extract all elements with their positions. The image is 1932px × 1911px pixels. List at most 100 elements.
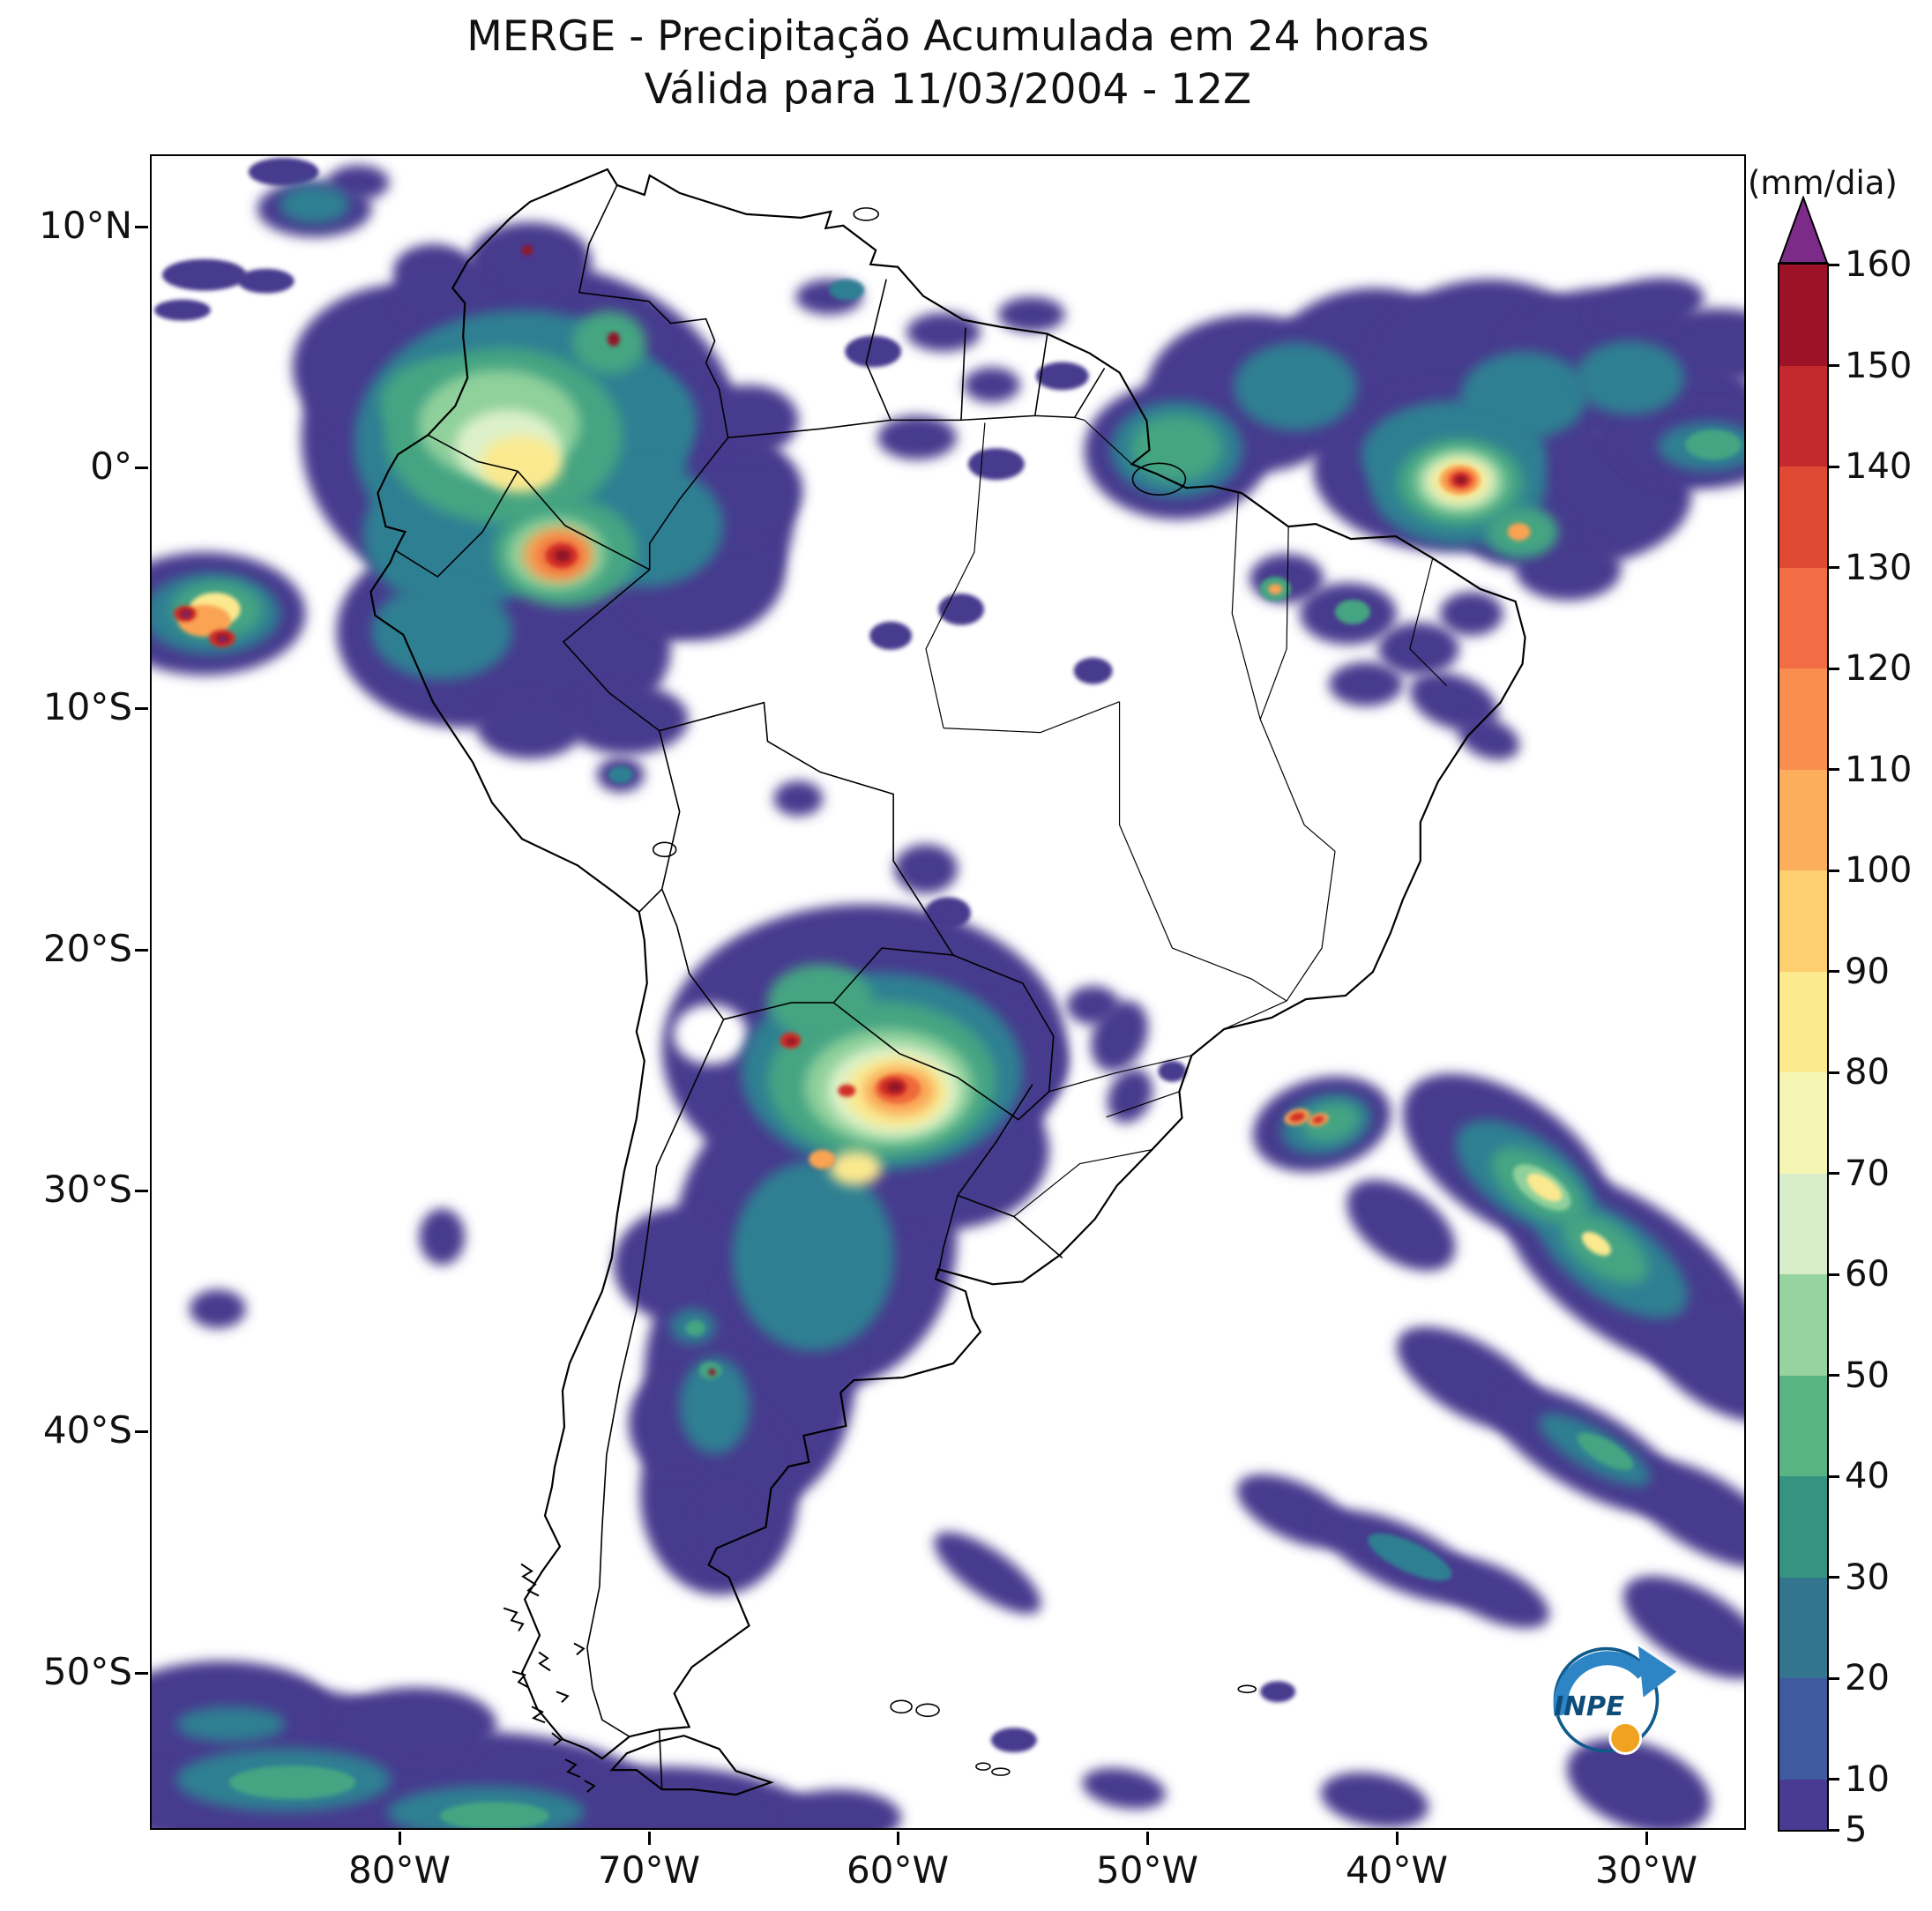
precip-cell xyxy=(1638,1287,1744,1422)
precip-cell xyxy=(1455,475,1466,485)
precip-cell xyxy=(1575,340,1685,415)
x-tick-label-40w: 40°W xyxy=(1346,1848,1448,1892)
precip-cell xyxy=(1526,1173,1563,1202)
x-axis-tick xyxy=(1645,1832,1648,1845)
y-tick-label-30s: 30°S xyxy=(42,1168,132,1211)
precip-cell xyxy=(786,1037,797,1045)
small-island-1 xyxy=(975,1762,991,1771)
precip-cell xyxy=(906,312,981,352)
precip-cell xyxy=(1685,429,1742,460)
colorbar-segment xyxy=(1779,971,1827,1073)
precip-cell xyxy=(1158,1060,1187,1082)
y-axis-tick xyxy=(135,466,148,469)
y-tick-label-10s: 10°S xyxy=(42,685,132,728)
y-axis-tick xyxy=(135,1189,148,1192)
precip-cell xyxy=(1289,1112,1305,1123)
precip-cell xyxy=(1368,1533,1452,1581)
precip-cell xyxy=(829,279,865,301)
precip-cell xyxy=(708,1369,716,1377)
colorbar-tick-mark xyxy=(1829,1172,1839,1176)
colorbar-tick-label: 5 xyxy=(1845,1810,1868,1850)
colorbar-extend-triangle xyxy=(1778,196,1829,264)
y-tick-label-10n: 10°N xyxy=(39,204,132,247)
precip-cell xyxy=(732,1161,895,1352)
precip-cell xyxy=(440,1802,549,1828)
x-tick-label-50w: 50°W xyxy=(1096,1848,1198,1892)
colorbar-tick-label: 130 xyxy=(1845,547,1913,588)
colorbar-segment xyxy=(1779,870,1827,972)
colorbar-tick-mark xyxy=(1829,364,1839,368)
precip-cell xyxy=(679,1357,750,1454)
y-tick-label-0: 0° xyxy=(90,444,132,488)
colorbar-segment xyxy=(1779,1779,1827,1830)
precip-cell xyxy=(522,244,533,256)
x-tick-label-70w: 70°W xyxy=(598,1848,700,1892)
precip-cell xyxy=(248,157,319,186)
colorbar-tick-label: 150 xyxy=(1845,345,1913,386)
tierra-del-fuego-outline xyxy=(609,1735,774,1796)
precip-cell xyxy=(894,844,958,894)
x-axis-tick xyxy=(647,1832,651,1845)
precip-cell xyxy=(279,184,350,224)
x-axis-tick xyxy=(398,1832,401,1845)
precip-cell xyxy=(838,1084,856,1097)
precip-cell xyxy=(153,299,211,321)
lake-titicaca xyxy=(652,841,677,858)
logo-arrowhead xyxy=(1637,1646,1677,1698)
colorbar-extend-arrow xyxy=(1778,196,1829,264)
precip-cell xyxy=(938,593,984,625)
precip-cell xyxy=(990,1728,1037,1753)
colorbar-tick-label: 70 xyxy=(1845,1153,1890,1194)
colorbar-tick-label: 80 xyxy=(1845,1052,1890,1094)
inpe-logo-svg: INPE xyxy=(1553,1646,1677,1755)
colorbar-segment xyxy=(1779,668,1827,770)
colorbar-segment xyxy=(1779,1577,1827,1679)
precip-cell xyxy=(1329,661,1403,706)
precip-cell xyxy=(694,1489,762,1569)
y-axis-tick xyxy=(135,948,148,952)
precip-cell xyxy=(607,332,620,347)
precip-cell xyxy=(701,384,799,456)
colorbar-segment xyxy=(1779,1173,1827,1275)
colorbar xyxy=(1778,263,1829,1832)
colorbar-tick-mark xyxy=(1829,465,1839,468)
x-axis-tick xyxy=(1395,1832,1399,1845)
precip-cell xyxy=(1581,1231,1611,1257)
precip-cell xyxy=(845,335,902,368)
colorbar-tick-mark xyxy=(1829,1374,1839,1377)
precip-cell xyxy=(1458,717,1520,760)
trinidad-island xyxy=(853,207,879,221)
small-island-2 xyxy=(991,1767,1011,1776)
precip-cell xyxy=(175,1706,286,1743)
colorbar-segment xyxy=(1779,1274,1827,1376)
islands xyxy=(652,207,1257,1776)
precip-cell xyxy=(1591,278,1704,334)
map-borders xyxy=(369,168,1526,1796)
colorbar-tick-mark xyxy=(1829,869,1839,872)
precip-cell xyxy=(1091,1000,1148,1071)
precip-cell xyxy=(934,1532,1041,1614)
precip-cell xyxy=(419,1208,466,1265)
precip-cell xyxy=(1130,414,1223,482)
precip-cell xyxy=(1377,622,1459,676)
colorbar-tick-label: 60 xyxy=(1845,1254,1890,1295)
precip-cell xyxy=(1268,583,1283,594)
colorbar-tick-label: 20 xyxy=(1845,1658,1890,1699)
chart-title-line1: MERGE - Precipitação Acumulada em 24 hor… xyxy=(466,12,1429,61)
precip-cell xyxy=(673,1004,748,1064)
fjord-islands xyxy=(503,1563,596,1793)
logo-text: INPE xyxy=(1554,1691,1624,1722)
colorbar-segment xyxy=(1779,365,1827,467)
colorbar-tick-mark xyxy=(1829,1273,1839,1276)
colorbar-tick-mark xyxy=(1829,263,1839,266)
colorbar-tick-mark xyxy=(1829,1828,1839,1832)
precip-cell xyxy=(554,549,571,563)
colorbar-tick-mark xyxy=(1829,1474,1839,1478)
y-axis-tick xyxy=(135,1430,148,1433)
colorbar-tick-mark xyxy=(1829,566,1839,570)
y-tick-label-40s: 40°S xyxy=(42,1408,132,1452)
colorbar-tick-label: 140 xyxy=(1845,446,1913,488)
small-island-3 xyxy=(1237,1684,1257,1694)
precip-cell xyxy=(468,221,592,302)
colorbar-tick-mark xyxy=(1829,970,1839,974)
